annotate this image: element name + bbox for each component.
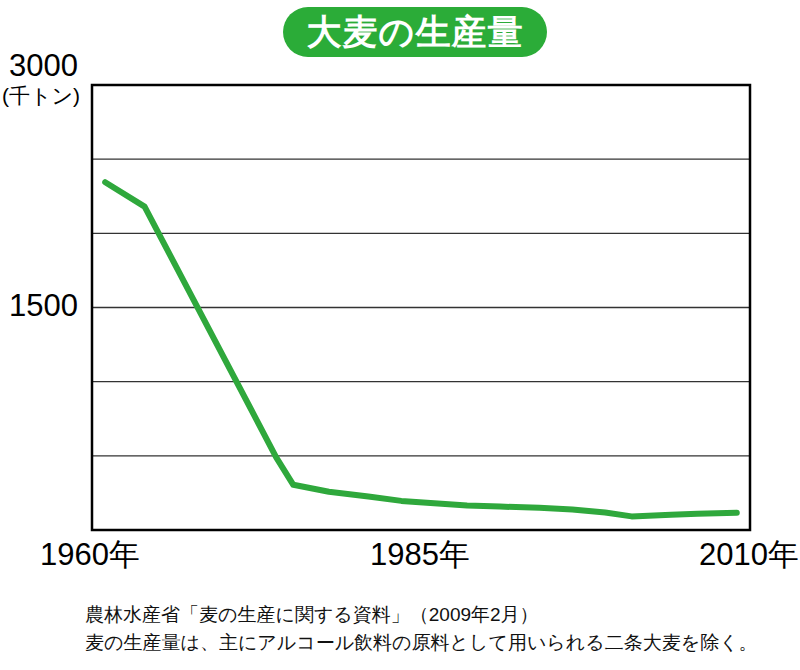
footnote: 麦の生産量は、主にアルコール飲料の原料として用いられる二条大麦を除く。 xyxy=(85,629,758,657)
source-notes: 農林水産省「麦の生産に関する資料」（2009年2月） 麦の生産量は、主にアルコー… xyxy=(85,601,758,657)
production-line xyxy=(105,182,737,516)
y-axis-label-3000: 3000 xyxy=(0,48,78,84)
x-axis-label-1960: 1960年 xyxy=(40,534,140,576)
source-note: 農林水産省「麦の生産に関する資料」（2009年2月） xyxy=(85,601,758,629)
y-axis-label-1500: 1500 xyxy=(0,288,78,324)
x-axis-label-1985: 1985年 xyxy=(370,534,470,576)
y-axis-unit-label: (千トン) xyxy=(0,82,80,110)
x-axis-label-2010: 2010年 xyxy=(699,534,799,576)
gridlines xyxy=(92,159,750,456)
chart-page: 大麦の生産量 3000 (千トン) 1500 1960年 1985年 2010年… xyxy=(0,0,800,670)
